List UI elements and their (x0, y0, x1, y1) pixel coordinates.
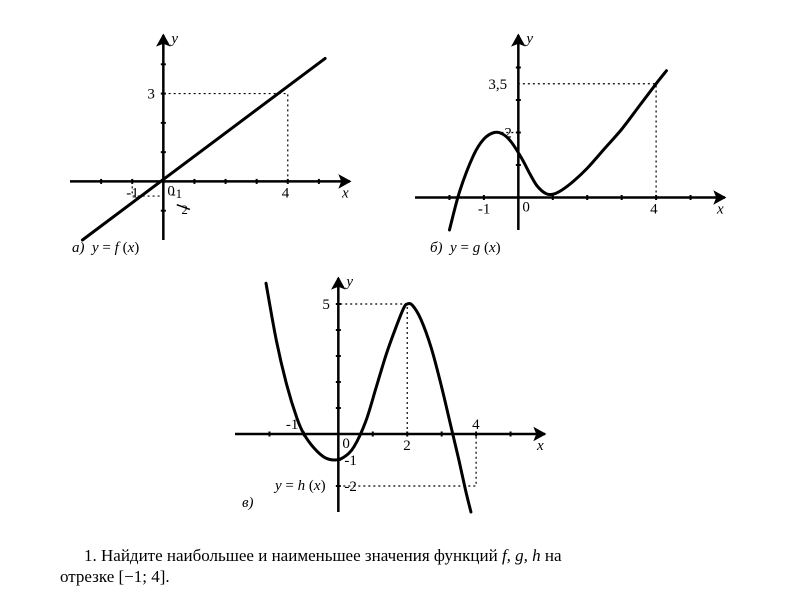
svg-text:-1: -1 (344, 453, 357, 469)
svg-text:0: 0 (342, 436, 350, 452)
chart-c-formula-arg: (x) (309, 478, 326, 494)
svg-text:5: 5 (322, 297, 330, 313)
chart-b-formula-arg: (x) (484, 240, 501, 256)
chart-c-caption: в) (242, 495, 254, 512)
svg-text:x: x (341, 185, 349, 201)
question-funcs: f, g, h (502, 546, 541, 565)
chart-b-formula-eq: = (460, 240, 472, 256)
question-text-before: Найдите наибольшее и наименьшее значения… (101, 546, 502, 565)
chart-b-caption: б) y = g (x) (430, 240, 501, 257)
chart-c-formula-caption: y = h (x) (275, 478, 326, 495)
svg-text:-1: -1 (126, 185, 139, 201)
chart-a-formula: y = f (x) (92, 240, 139, 256)
chart-a-caption: а) y = f (x) (72, 240, 139, 257)
chart-b-formula-lhs: y (450, 240, 457, 256)
chart-b-formula-fn: g (473, 240, 481, 256)
svg-text:у: у (169, 31, 178, 47)
chart-b-letter: б) (430, 240, 443, 256)
svg-text:2: 2 (403, 438, 411, 454)
svg-text:x: x (536, 438, 544, 454)
chart-a: xу04-13-12 (60, 25, 360, 250)
svg-text:у: у (524, 31, 533, 47)
svg-text:4: 4 (282, 185, 290, 201)
svg-text:4: 4 (650, 202, 658, 218)
question-text-after-1: на (541, 546, 562, 565)
chart-b-svg: x у 0 4 -1 2 3,5 (405, 25, 735, 250)
svg-text:-1: -1 (478, 202, 491, 218)
chart-a-svg: xу04-13-12 (60, 25, 360, 250)
question-number: 1. (84, 546, 97, 565)
svg-text:x: x (716, 202, 724, 218)
svg-text:4: 4 (472, 417, 480, 433)
chart-b: x у 0 4 -1 2 3,5 (405, 25, 735, 250)
svg-text:3: 3 (147, 87, 155, 103)
chart-a-letter: а) (72, 240, 85, 256)
question-text-line2-before: отрезке (60, 567, 119, 586)
chart-c-formula-eq: = (285, 478, 297, 494)
chart-a-formula-fn: f (115, 240, 119, 256)
svg-text:-2: -2 (344, 479, 357, 495)
svg-text:-1: -1 (171, 186, 182, 201)
chart-a-formula-arg: (x) (123, 240, 140, 256)
question-block: 1. Найдите наибольшее и наименьшее значе… (60, 545, 740, 588)
chart-b-formula: y = g (x) (450, 240, 501, 256)
svg-text:3,5: 3,5 (488, 77, 507, 93)
svg-text:2: 2 (504, 126, 512, 142)
page-root: xу04-13-12 а) y = f (x) xу04-123,5 б) y … (0, 0, 800, 600)
svg-text:-1: -1 (286, 417, 299, 433)
chart-a-formula-eq: = (102, 240, 114, 256)
chart-a-formula-lhs: y (92, 240, 99, 256)
chart-c-formula-lhs: y (275, 478, 282, 494)
svg-text:у: у (344, 274, 353, 290)
question-interval: [−1; 4]. (119, 567, 170, 586)
svg-text:2: 2 (181, 202, 188, 217)
chart-c-formula-fn: h (298, 478, 306, 494)
chart-c-formula: y = h (x) (275, 478, 326, 494)
svg-text:0: 0 (522, 200, 530, 216)
chart-c-letter: в) (242, 495, 254, 511)
